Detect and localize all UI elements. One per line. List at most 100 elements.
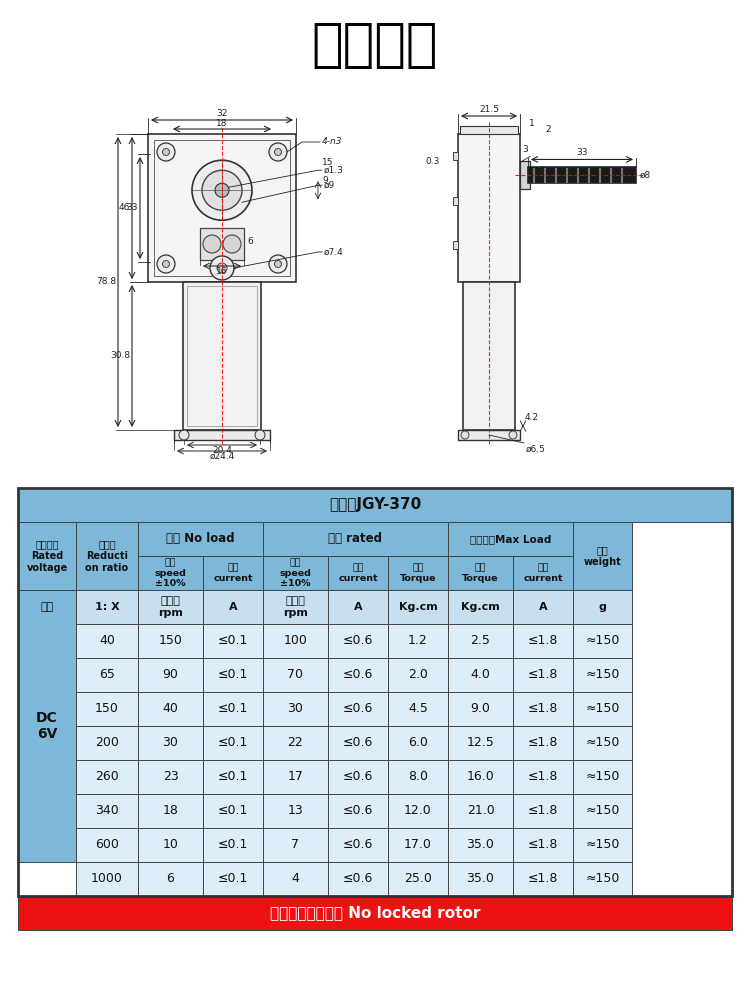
Circle shape — [192, 160, 252, 220]
Text: ≈150: ≈150 — [585, 635, 620, 648]
Text: 电流
current: 电流 current — [338, 563, 378, 583]
Bar — [513, 658, 573, 692]
Bar — [328, 624, 388, 658]
Text: ≤1.8: ≤1.8 — [528, 736, 558, 750]
Text: 2.5: 2.5 — [470, 635, 490, 648]
Text: ø6.5: ø6.5 — [526, 445, 546, 454]
Text: ø7.4: ø7.4 — [324, 247, 344, 256]
Text: ≤0.6: ≤0.6 — [343, 838, 374, 852]
Text: ≤1.8: ≤1.8 — [528, 635, 558, 648]
Bar — [388, 692, 448, 726]
Bar — [76, 692, 138, 726]
Bar — [328, 794, 388, 828]
Bar — [263, 692, 328, 726]
Bar — [263, 828, 328, 862]
Text: 额定 rated: 额定 rated — [328, 532, 382, 546]
Bar — [18, 590, 76, 862]
Bar — [388, 658, 448, 692]
Bar — [513, 794, 573, 828]
Bar — [203, 590, 263, 624]
Text: 2: 2 — [545, 125, 550, 134]
Bar — [263, 590, 328, 624]
Bar — [200, 228, 244, 260]
Text: 6.0: 6.0 — [408, 736, 428, 750]
Bar — [388, 760, 448, 794]
Bar — [203, 828, 263, 862]
Text: 16.0: 16.0 — [466, 770, 494, 784]
Text: 30: 30 — [163, 736, 178, 750]
Text: 转速
speed
±10%: 转速 speed ±10% — [154, 558, 187, 588]
Text: 4.2: 4.2 — [525, 414, 539, 422]
Bar — [263, 624, 328, 658]
Bar — [573, 624, 632, 658]
Circle shape — [163, 260, 170, 267]
Text: ≤0.1: ≤0.1 — [217, 702, 248, 716]
Circle shape — [179, 430, 189, 440]
Text: 4.5: 4.5 — [408, 702, 428, 716]
Bar — [203, 760, 263, 794]
Text: 4-n3: 4-n3 — [322, 137, 343, 146]
Text: 16: 16 — [216, 267, 228, 276]
Circle shape — [157, 143, 175, 161]
Text: A: A — [538, 602, 548, 612]
Bar — [76, 862, 138, 896]
Bar — [448, 590, 513, 624]
Bar — [18, 896, 732, 930]
Text: ≤0.1: ≤0.1 — [217, 838, 248, 852]
Bar — [18, 522, 76, 590]
Bar — [76, 658, 138, 692]
Bar — [203, 658, 263, 692]
Text: 单位: 单位 — [40, 602, 54, 612]
Text: 1.2: 1.2 — [408, 635, 428, 648]
Bar — [76, 624, 138, 658]
Bar — [388, 828, 448, 862]
Bar — [460, 126, 518, 134]
Circle shape — [210, 256, 234, 280]
Bar — [76, 590, 138, 624]
Text: ≈150: ≈150 — [585, 770, 620, 784]
Text: 最大负载Max Load: 最大负载Max Load — [470, 534, 551, 544]
Bar — [203, 862, 263, 896]
Text: 12.0: 12.0 — [404, 804, 432, 818]
Text: 30: 30 — [287, 702, 304, 716]
Bar — [448, 522, 573, 556]
Text: 扭矩
Torque: 扭矩 Torque — [400, 563, 436, 583]
Text: ≤0.1: ≤0.1 — [217, 668, 248, 682]
Bar — [328, 692, 388, 726]
Text: 46: 46 — [118, 204, 130, 213]
Text: 15: 15 — [322, 158, 334, 167]
Text: 产品参数: 产品参数 — [312, 19, 438, 71]
Text: 2.0: 2.0 — [408, 668, 428, 682]
Text: 33: 33 — [127, 204, 138, 213]
Text: 25.0: 25.0 — [404, 872, 432, 886]
Text: 额定电压
Rated
voltage: 额定电压 Rated voltage — [26, 539, 68, 573]
Text: 重量
weight: 重量 weight — [584, 545, 621, 567]
Text: 100: 100 — [284, 635, 308, 648]
Text: 转速
speed
±10%: 转速 speed ±10% — [280, 558, 311, 588]
Text: 17.0: 17.0 — [404, 838, 432, 852]
Bar — [203, 726, 263, 760]
Text: ≤0.6: ≤0.6 — [343, 770, 374, 784]
Text: DC
6V: DC 6V — [36, 711, 58, 741]
Bar — [203, 794, 263, 828]
Bar — [138, 794, 203, 828]
Text: ø24.4: ø24.4 — [209, 452, 235, 461]
Bar — [138, 658, 203, 692]
Bar — [263, 862, 328, 896]
Circle shape — [274, 260, 281, 267]
Text: 扭矩
Torque: 扭矩 Torque — [462, 563, 499, 583]
Bar — [520, 161, 530, 189]
Bar — [203, 556, 263, 590]
Bar — [448, 760, 513, 794]
Bar — [263, 726, 328, 760]
Text: ≤1.8: ≤1.8 — [528, 770, 558, 784]
Text: 1: 1 — [530, 119, 535, 128]
Text: ø9: ø9 — [324, 181, 335, 190]
Bar — [138, 624, 203, 658]
Text: 电机禁止堵转使用 No locked rotor: 电机禁止堵转使用 No locked rotor — [270, 906, 480, 920]
Bar — [573, 862, 632, 896]
Text: 35.0: 35.0 — [466, 872, 494, 886]
Bar — [388, 726, 448, 760]
Text: ≈150: ≈150 — [585, 838, 620, 852]
Bar — [148, 134, 296, 282]
